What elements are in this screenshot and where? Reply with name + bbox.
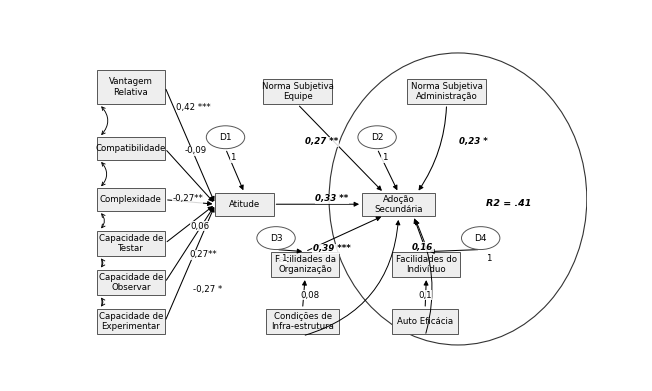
FancyBboxPatch shape xyxy=(393,309,458,334)
Circle shape xyxy=(257,227,295,249)
Text: D4: D4 xyxy=(475,233,487,242)
Text: Adoção
Secundária: Adoção Secundária xyxy=(374,195,423,214)
Text: -0,09: -0,09 xyxy=(184,146,206,155)
FancyBboxPatch shape xyxy=(96,270,165,295)
Text: D2: D2 xyxy=(371,133,383,142)
Text: 0,1: 0,1 xyxy=(419,291,432,300)
Text: Capacidade de
Experimentar: Capacidade de Experimentar xyxy=(98,312,163,331)
Text: Compatibilidade: Compatibilidade xyxy=(96,144,166,153)
Text: Complexidade: Complexidade xyxy=(100,195,162,204)
Text: Facilidades da
Organização: Facilidades da Organização xyxy=(274,255,336,274)
Text: Vantagem
Relativa: Vantagem Relativa xyxy=(109,77,153,97)
Text: Atitude: Atitude xyxy=(229,200,260,209)
FancyBboxPatch shape xyxy=(271,252,339,277)
Text: Auto Eficácia: Auto Eficácia xyxy=(397,317,453,326)
FancyBboxPatch shape xyxy=(96,231,165,256)
Text: 1: 1 xyxy=(382,153,387,162)
FancyBboxPatch shape xyxy=(215,193,274,215)
Text: 0,27**: 0,27** xyxy=(189,250,216,259)
FancyBboxPatch shape xyxy=(408,79,486,104)
Text: Norma Subjetiva
Administração: Norma Subjetiva Administração xyxy=(411,82,482,101)
Circle shape xyxy=(358,126,396,149)
Text: 0,08: 0,08 xyxy=(301,291,319,300)
Text: Norma Subjetiva
Equipe: Norma Subjetiva Equipe xyxy=(261,82,333,101)
Text: -0,27**: -0,27** xyxy=(172,194,203,203)
Circle shape xyxy=(462,227,500,249)
FancyBboxPatch shape xyxy=(96,188,165,211)
Text: 0,42 ***: 0,42 *** xyxy=(176,102,211,112)
FancyBboxPatch shape xyxy=(263,79,332,104)
Text: 1: 1 xyxy=(486,254,491,263)
Text: 0,06: 0,06 xyxy=(190,222,210,231)
Text: Capacidade de
Testar: Capacidade de Testar xyxy=(98,234,163,253)
Text: 1: 1 xyxy=(281,254,286,263)
Text: 1: 1 xyxy=(230,153,236,162)
Text: Facilidades do
Indivíduo: Facilidades do Indivíduo xyxy=(396,255,457,274)
Text: 0,27 **: 0,27 ** xyxy=(305,137,338,146)
Text: 0,39 ***: 0,39 *** xyxy=(313,244,351,253)
Text: D3: D3 xyxy=(270,233,282,242)
FancyBboxPatch shape xyxy=(362,193,436,215)
Text: D1: D1 xyxy=(219,133,232,142)
FancyBboxPatch shape xyxy=(96,309,165,334)
Text: 0,16: 0,16 xyxy=(412,243,433,252)
FancyBboxPatch shape xyxy=(96,137,165,160)
Text: R2 = .41: R2 = .41 xyxy=(486,199,531,208)
Text: Condições de
Infra-estrutura: Condições de Infra-estrutura xyxy=(271,312,334,331)
Text: Capacidade de
Observar: Capacidade de Observar xyxy=(98,273,163,292)
FancyBboxPatch shape xyxy=(96,70,165,104)
Text: 0,23 *: 0,23 * xyxy=(459,137,488,146)
FancyBboxPatch shape xyxy=(393,252,460,277)
Circle shape xyxy=(206,126,244,149)
FancyBboxPatch shape xyxy=(266,309,339,334)
Text: -0,27 *: -0,27 * xyxy=(193,285,222,294)
Text: 0,33 **: 0,33 ** xyxy=(315,194,348,203)
